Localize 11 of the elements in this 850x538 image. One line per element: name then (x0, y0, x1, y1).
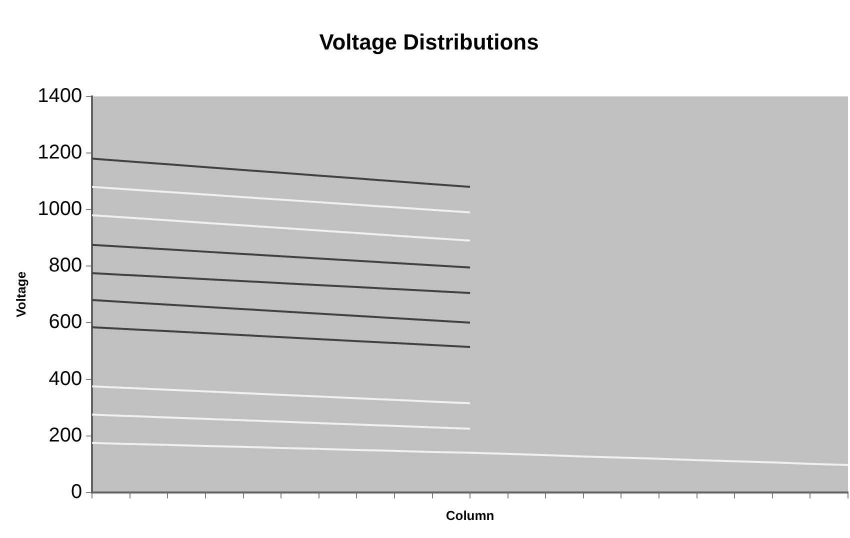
y-tick-label: 200 (48, 424, 82, 446)
y-axis-title: Voltage (13, 271, 28, 318)
y-tick-label: 0 (70, 480, 82, 503)
y-tick-label: 1200 (38, 141, 82, 164)
chart-title: Voltage Distributions (319, 29, 539, 54)
y-tick-label: 1000 (38, 198, 82, 220)
y-tick-label: 800 (48, 254, 82, 277)
y-tick-label: 400 (48, 368, 82, 390)
y-tick-label: 1400 (38, 84, 82, 107)
y-tick-label: 600 (48, 311, 82, 334)
x-axis-title: Column (446, 508, 494, 523)
